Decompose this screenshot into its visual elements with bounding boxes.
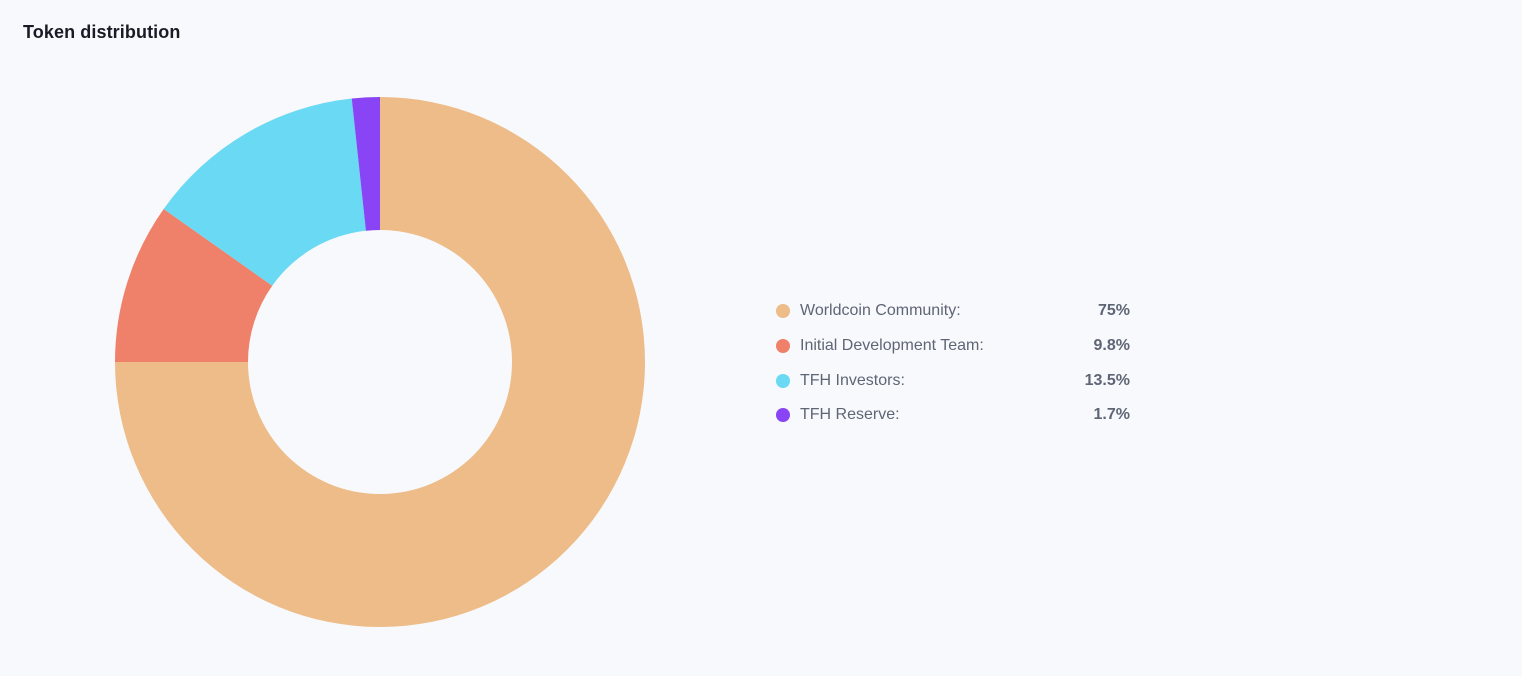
legend-label: Initial Development Team: (800, 337, 984, 355)
legend-color-dot (776, 304, 790, 319)
legend-label: TFH Investors: (800, 371, 905, 389)
donut-slice-3[interactable] (163, 98, 366, 286)
donut-chart (115, 97, 645, 627)
donut-slice-4[interactable] (351, 97, 380, 231)
legend-value: 9.8% (1093, 337, 1130, 355)
legend-color-dot (776, 373, 790, 388)
legend-item[interactable]: TFH Reserve: 1.7% (776, 398, 1130, 433)
legend-item[interactable]: Initial Development Team: 9.8% (776, 329, 1130, 364)
legend-color-dot (776, 408, 790, 423)
legend-color-dot (776, 339, 790, 354)
chart-title: Token distribution (23, 22, 181, 42)
legend-label: TFH Reserve: (800, 406, 900, 424)
legend-item[interactable]: TFH Investors: 13.5% (776, 363, 1130, 398)
legend-label: Worldcoin Community: (800, 302, 961, 320)
donut-slice-1[interactable] (115, 97, 645, 627)
legend-value: 1.7% (1093, 406, 1130, 424)
chart-legend: Worldcoin Community: 75% Initial Developme… (776, 294, 1130, 433)
legend-item[interactable]: Worldcoin Community: 75% (776, 294, 1130, 329)
legend-value: 13.5% (1084, 371, 1130, 389)
donut-slice-2[interactable] (115, 208, 273, 362)
legend-value: 75% (1097, 302, 1130, 320)
